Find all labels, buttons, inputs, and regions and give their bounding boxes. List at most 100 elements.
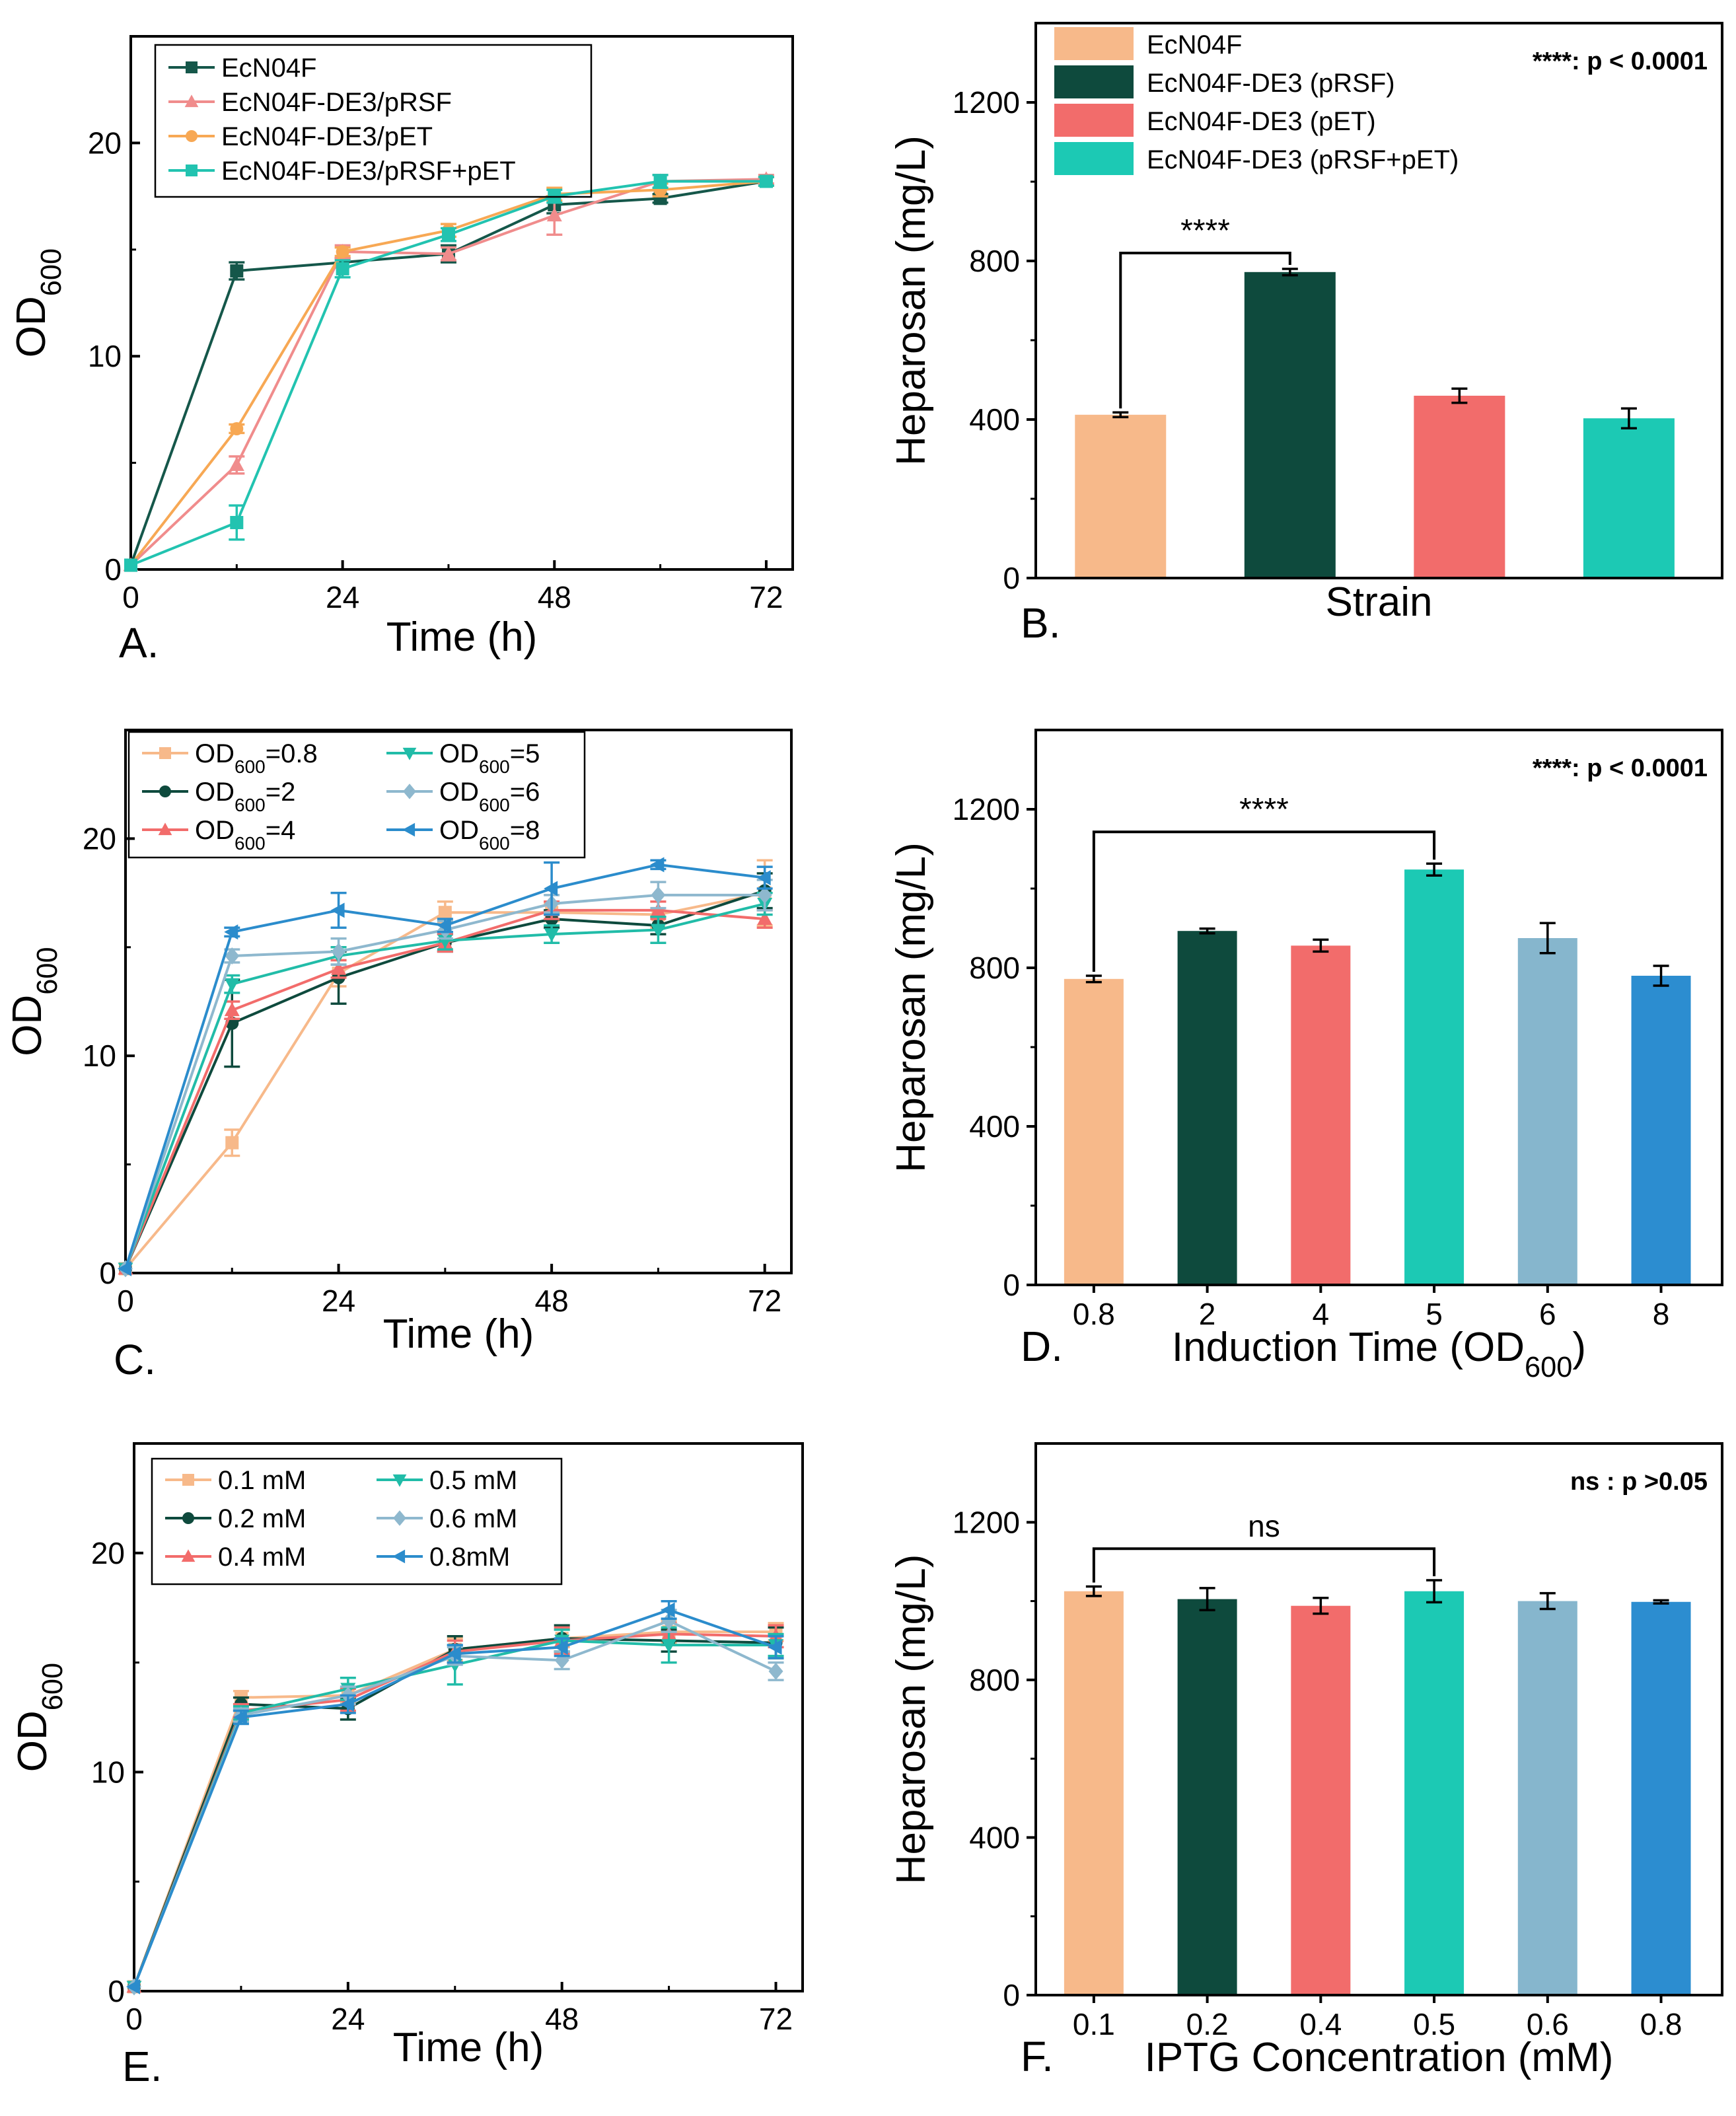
- x-tick-label: 0.1: [1073, 2007, 1115, 2041]
- data-point: [330, 902, 345, 918]
- legend-entry: EcN04F: [1054, 27, 1243, 60]
- x-axis-label: Time (h): [383, 1311, 534, 1357]
- y-tick-label: 0: [108, 1974, 125, 2008]
- panel-letter: E.: [122, 2043, 162, 2090]
- series-line: [133, 1639, 776, 1988]
- x-axis-label: Time (h): [393, 2025, 544, 2070]
- y-tick-label: 400: [969, 1820, 1020, 1854]
- x-tick-label: 4: [1313, 1297, 1330, 1331]
- chart-d: 0 400 800 1200 0.8 2 4 5 6 8 **** ****: p < 0.0001 I…: [888, 729, 1723, 1383]
- data-point: [756, 870, 771, 886]
- legend-label: 0.5 mM: [429, 1466, 517, 1495]
- data-point: [233, 1710, 247, 1725]
- legend-marker: [403, 784, 416, 799]
- data-point: [437, 918, 451, 933]
- legend-label: 0.2 mM: [218, 1504, 306, 1533]
- bar-group: 6: [1517, 922, 1577, 1331]
- legend-marker: [182, 1474, 194, 1486]
- legend-entry: OD600=8: [386, 816, 540, 854]
- legend-entry: 0.8mM: [377, 1543, 510, 1572]
- y-tick-label: 10: [91, 1755, 125, 1789]
- panel-letter: C.: [114, 1336, 156, 1383]
- data-point: [661, 1602, 675, 1618]
- bracket-line: [1092, 830, 1436, 972]
- legend-marker: [184, 94, 199, 108]
- data-point: [650, 857, 665, 873]
- data-point: [230, 515, 244, 529]
- chart-e: 0 24 48 72 0 10 20 0.1 mM 0.2 mM 0.4 mM 0.5 mM 0.6 …: [10, 1442, 804, 2090]
- legend-marker: [402, 822, 416, 837]
- y-axis-label: Heparosan (mg/L): [888, 1554, 934, 1885]
- data-point: [224, 1002, 240, 1017]
- legend-marker: [159, 785, 171, 797]
- x-axis-label: Strain: [1326, 579, 1433, 625]
- legend-entry: OD600=2: [142, 778, 295, 815]
- bar-group: 4: [1291, 938, 1351, 1331]
- series-4: [118, 891, 773, 1277]
- legend: EcN04F EcN04F-DE3 (pRSF) EcN04F-DE3 (pET) E…: [1054, 27, 1459, 175]
- bar-group: 0.4: [1291, 1597, 1351, 2041]
- series-4: [124, 174, 774, 572]
- bar: [1517, 1601, 1577, 1994]
- plot-frame: [1034, 22, 1723, 579]
- legend-entry: EcN04F-DE3/pRSF+pET: [168, 157, 516, 186]
- bar: [1583, 418, 1675, 577]
- legend-label: EcN04F-DE3/pRSF+pET: [221, 157, 516, 186]
- legend-entry: EcN04F-DE3 (pET): [1054, 104, 1376, 137]
- y-tick-label: 20: [91, 1536, 125, 1570]
- bar: [1291, 945, 1351, 1284]
- x-tick-label: 5: [1426, 1297, 1443, 1331]
- legend-entry: EcN04F-DE3/pRSF: [168, 88, 452, 117]
- bar: [1517, 938, 1577, 1284]
- y-tick-label: 20: [88, 126, 122, 160]
- data-point: [224, 924, 238, 940]
- y-tick-label: 0: [1003, 1268, 1020, 1302]
- data-point: [546, 207, 562, 222]
- bar: [1404, 1591, 1465, 1994]
- x-tick-label: 72: [759, 2002, 793, 2036]
- significance-label: ns: [1248, 1509, 1280, 1543]
- legend-label: 0.4 mM: [218, 1543, 306, 1572]
- x-tick-label: 0.4: [1299, 2007, 1342, 2041]
- legend: 0.1 mM 0.2 mM 0.4 mM 0.5 mM 0.6 mM 0.8mM: [151, 1457, 563, 1586]
- series-line: [133, 1632, 776, 1988]
- bar-group: 0.8: [1064, 974, 1124, 1331]
- y-tick-label: 400: [969, 1109, 1020, 1144]
- plot-frame: [129, 35, 794, 571]
- series-4: [126, 1626, 784, 1995]
- bar: [1404, 869, 1465, 1284]
- data-point: [340, 1696, 354, 1712]
- bar: [1064, 1591, 1124, 1994]
- legend-marker: [186, 164, 198, 176]
- data-point: [126, 1979, 140, 1994]
- data-point: [759, 174, 773, 188]
- data-point: [230, 421, 244, 435]
- data-point: [124, 558, 137, 572]
- data-point: [229, 456, 244, 471]
- legend-entry: OD600=6: [386, 778, 540, 815]
- legend-label: OD600=2: [195, 778, 295, 815]
- data-point: [661, 1612, 676, 1630]
- y-tick-label: 0: [1003, 561, 1020, 595]
- legend-entry: 0.1 mM: [165, 1466, 306, 1495]
- data-point: [544, 928, 560, 943]
- legend-marker: [392, 1549, 406, 1564]
- bar-group: 2: [1177, 927, 1237, 1331]
- x-axis-label: Time (h): [386, 614, 537, 660]
- series-line: [124, 902, 766, 1270]
- series-3: [118, 900, 773, 1275]
- data-point: [651, 886, 666, 904]
- legend-label: EcN04F-DE3 (pRSF): [1147, 69, 1395, 98]
- series-6: [126, 1600, 784, 1994]
- bar-group: 0.2: [1177, 1587, 1237, 2041]
- legend-box: [151, 1457, 563, 1586]
- legend-marker: [402, 747, 417, 760]
- x-tick-label: 48: [538, 580, 571, 614]
- bar: [1177, 931, 1237, 1284]
- legend: EcN04F EcN04F-DE3/pRSF EcN04F-DE3/pET EcN04…: [154, 44, 593, 198]
- x-tick-label: 0: [122, 580, 139, 614]
- legend-entry: EcN04F: [168, 54, 317, 83]
